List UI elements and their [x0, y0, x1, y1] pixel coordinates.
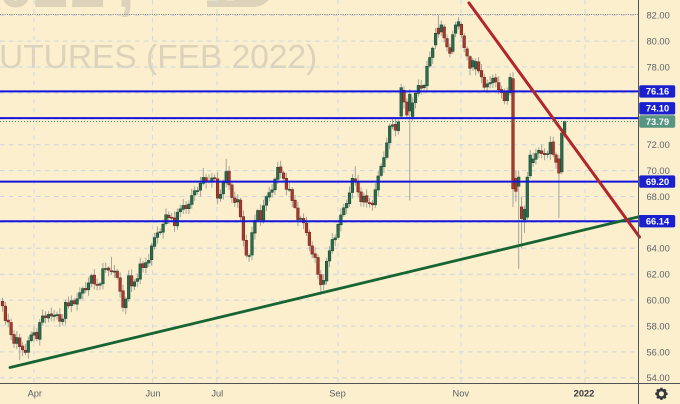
- svg-text:80.00: 80.00: [647, 37, 670, 47]
- svg-text:64.00: 64.00: [647, 244, 670, 254]
- svg-text:74.10: 74.10: [646, 104, 669, 114]
- svg-text:62.00: 62.00: [647, 270, 670, 280]
- svg-text:2022: 2022: [574, 389, 595, 399]
- svg-text:D: D: [230, 0, 276, 21]
- svg-text:UTURES (FEB 2022): UTURES (FEB 2022): [0, 39, 317, 76]
- svg-text:Nov: Nov: [453, 389, 470, 399]
- svg-text:69.20: 69.20: [646, 177, 669, 187]
- svg-text:70.00: 70.00: [647, 166, 670, 176]
- svg-text:58.00: 58.00: [647, 321, 670, 331]
- svg-text:54.00: 54.00: [647, 373, 670, 383]
- svg-text:Sep: Sep: [329, 389, 346, 399]
- svg-text:Apr: Apr: [28, 389, 42, 399]
- svg-text:,: ,: [117, 0, 135, 21]
- svg-text:0: 0: [0, 0, 34, 21]
- svg-text:78.00: 78.00: [647, 62, 670, 72]
- svg-text:73.79: 73.79: [646, 117, 669, 127]
- svg-text:60.00: 60.00: [647, 296, 670, 306]
- svg-text:Jul: Jul: [211, 389, 223, 399]
- svg-text:56.00: 56.00: [647, 347, 670, 357]
- svg-text:72.00: 72.00: [647, 140, 670, 150]
- svg-text:Jun: Jun: [146, 389, 161, 399]
- svg-text:68.00: 68.00: [647, 192, 670, 202]
- svg-text:2: 2: [33, 0, 69, 21]
- svg-text:66.14: 66.14: [646, 217, 670, 227]
- svg-text:2: 2: [70, 0, 106, 21]
- svg-text:1: 1: [203, 0, 239, 21]
- svg-text:76.16: 76.16: [646, 87, 669, 97]
- svg-text:82.00: 82.00: [647, 11, 670, 21]
